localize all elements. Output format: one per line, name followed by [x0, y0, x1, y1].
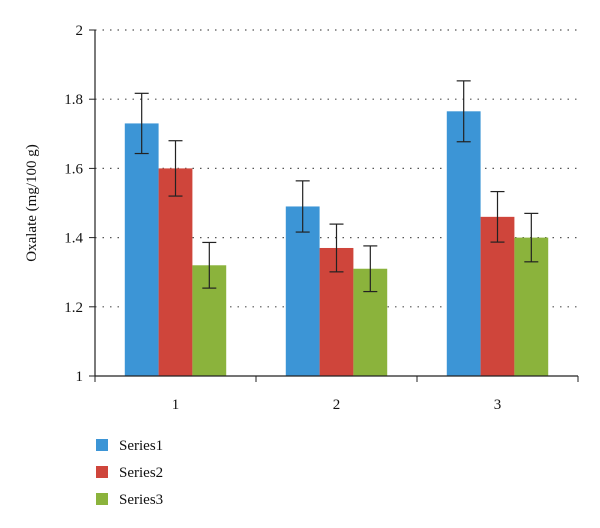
y-tick-label: 1: [76, 369, 84, 385]
x-tick-label: 1: [172, 397, 180, 413]
legend-label-series1: Series1: [119, 438, 163, 454]
error-bars: [134, 80, 539, 293]
y-tick-labels: 1 1.2 1.4 1.6 1.8 2: [64, 23, 83, 385]
x-tick-labels: 1 2 3: [172, 397, 502, 413]
legend-swatch-series2: [96, 466, 108, 478]
error-bar: [363, 245, 378, 293]
y-tick-label: 1.4: [64, 231, 83, 247]
x-tick-label: 3: [494, 397, 502, 413]
y-tick-label: 2: [76, 23, 84, 39]
legend-label-series3: Series3: [119, 492, 163, 508]
error-bar: [490, 190, 505, 243]
error-bar: [202, 241, 217, 289]
y-tick-label: 1.6: [64, 161, 83, 177]
error-bar: [168, 140, 183, 197]
bar-series2-cat-3: [480, 216, 515, 376]
error-bar: [456, 80, 471, 143]
bar-series2-cat-1: [158, 168, 193, 376]
bar-series1-cat-3: [446, 111, 481, 376]
error-bar: [295, 180, 310, 233]
axes: [89, 29, 579, 382]
y-tick-label: 1.2: [64, 300, 83, 316]
bars: [124, 111, 549, 376]
legend: Series1 Series2 Series3: [96, 438, 163, 508]
x-tick-label: 2: [333, 397, 341, 413]
legend-label-series2: Series2: [119, 465, 163, 481]
y-tick-label: 1.8: [64, 92, 83, 108]
bar-series1-cat-2: [285, 206, 320, 376]
y-axis-title: Oxalate (mg/100 g): [24, 144, 40, 261]
error-bar: [329, 223, 344, 273]
legend-swatch-series1: [96, 439, 108, 451]
error-bar: [524, 212, 539, 263]
error-bar: [134, 92, 149, 155]
legend-swatch-series3: [96, 493, 108, 505]
bar-series1-cat-1: [124, 123, 159, 376]
